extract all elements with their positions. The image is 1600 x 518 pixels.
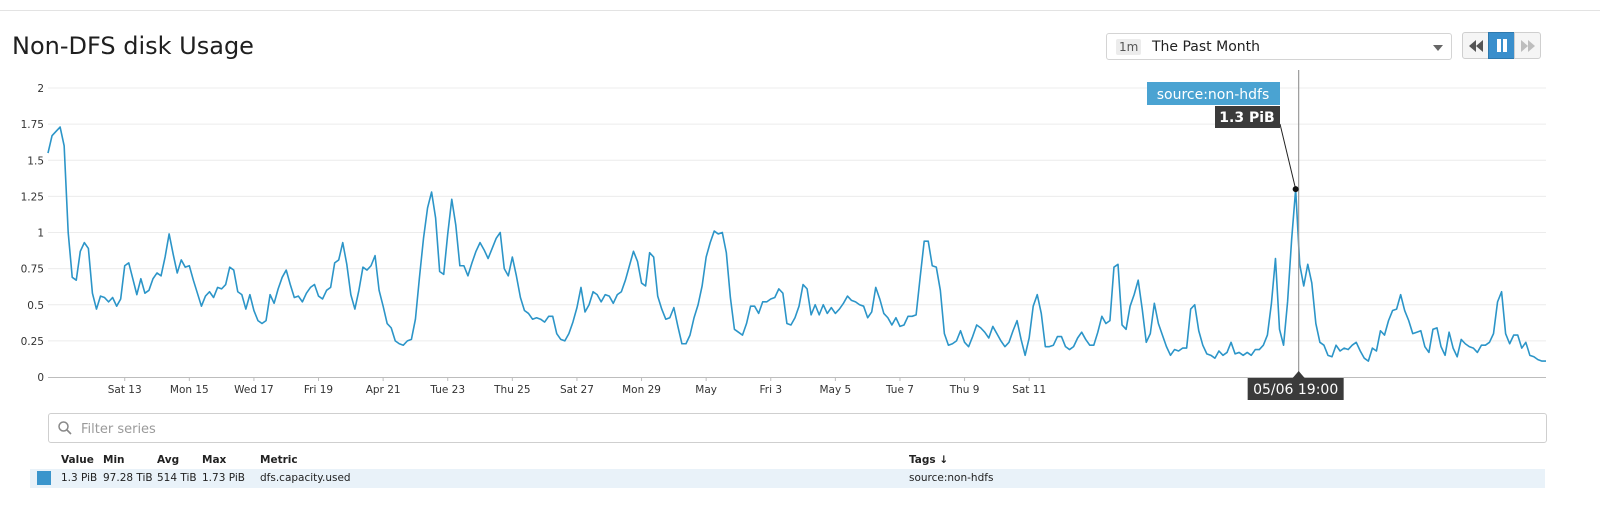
y-tick-label: 1.75 [21, 119, 44, 131]
legend-col-tags[interactable]: Tags ↓ [909, 454, 949, 466]
x-tick-label: Sat 13 [108, 384, 142, 396]
y-tick-label: 0.5 [27, 300, 44, 312]
chevron-down-icon [1433, 45, 1443, 51]
legend-col-min[interactable]: Min [103, 454, 125, 466]
y-tick-label: 0.75 [21, 264, 44, 276]
legend-tags: source:non-hdfs [909, 472, 994, 484]
rewind-icon [1468, 39, 1483, 52]
timeframe-label: The Past Month [1152, 39, 1260, 55]
pause-button[interactable] [1488, 32, 1515, 59]
x-tick-label: Sat 11 [1012, 384, 1046, 396]
x-tick-label: Apr 21 [366, 384, 401, 396]
time-label-arrow [1292, 371, 1305, 378]
legend-row-highlight [30, 469, 1545, 488]
y-tick-label: 1 [37, 228, 44, 240]
fast-forward-button[interactable] [1514, 32, 1541, 59]
timeframe-select[interactable]: 1m The Past Month [1106, 33, 1452, 60]
x-tick-label: Wed 17 [234, 384, 274, 396]
x-tick-label: Fri 19 [304, 384, 333, 396]
series-line [47, 126, 1546, 362]
rewind-button[interactable] [1462, 32, 1489, 59]
x-tick-label: May 5 [819, 384, 851, 396]
legend-metric: dfs.capacity.used [260, 472, 351, 484]
tooltip-pointer [1279, 123, 1297, 190]
tooltip-series-label: source:non-hdfs [1157, 87, 1270, 103]
search-icon [58, 421, 72, 435]
legend-max: 1.73 PiB [202, 472, 245, 484]
tooltip-value: 1.3 PiB [1219, 110, 1274, 126]
pause-icon [1496, 39, 1507, 52]
y-tick-label: 1.25 [21, 191, 44, 203]
playback-controls [1462, 32, 1541, 60]
page-title: Non-DFS disk Usage [12, 32, 254, 60]
timeseries-chart[interactable]: 0 0.25 0.5 0.75 1 1.25 1.5 1.75 2 Sat 13 Mon 15 Wed… [0, 70, 1600, 410]
legend-col-metric[interactable]: Metric [260, 454, 298, 466]
x-tick-label: Sat 27 [560, 384, 594, 396]
legend-header: Value Min Avg Max Metric Tags ↓ [0, 454, 1600, 468]
legend-value: 1.3 PiB [61, 472, 98, 484]
x-tick-label: Thu 25 [493, 384, 530, 396]
legend-avg: 514 TiB [157, 472, 197, 484]
y-tick-label: 0 [37, 372, 44, 384]
y-tick-label: 1.5 [27, 155, 44, 167]
time-label: 05/06 19:00 [1253, 382, 1338, 398]
y-tick-label: 0.25 [21, 336, 44, 348]
x-tick-label: May [695, 384, 717, 396]
series-color-swatch[interactable] [37, 471, 51, 485]
top-divider [0, 10, 1600, 11]
x-tick-label: Tue 23 [429, 384, 465, 396]
timeframe-short-badge: 1m [1116, 39, 1142, 55]
legend-col-avg[interactable]: Avg [157, 454, 180, 466]
tooltip-value-bg [1215, 106, 1280, 128]
fast-forward-icon [1520, 39, 1535, 52]
legend-col-max[interactable]: Max [202, 454, 227, 466]
legend-row[interactable]: 1.3 PiB 97.28 TiB 514 TiB 1.73 PiB dfs.c… [0, 469, 1600, 488]
filter-series-input[interactable] [79, 419, 1523, 439]
filter-series-field[interactable] [48, 413, 1547, 443]
x-tick-label: Thu 9 [949, 384, 980, 396]
time-label-bg [1247, 378, 1344, 400]
legend-col-value[interactable]: Value [61, 454, 94, 466]
y-tick-label: 2 [37, 83, 44, 95]
legend-min: 97.28 TiB [103, 472, 153, 484]
x-tick-label: Mon 15 [170, 384, 209, 396]
hover-tooltip: source:non-hdfs 1.3 PiB 05/06 19:00 [1147, 82, 1344, 400]
x-tick-label: Fri 3 [759, 384, 782, 396]
chart-svg: 0 0.25 0.5 0.75 1 1.25 1.5 1.75 2 Sat 13 Mon 15 Wed… [21, 70, 1546, 400]
x-tick-label: Tue 7 [885, 384, 914, 396]
x-tick-label: Mon 29 [622, 384, 661, 396]
hover-point [1292, 186, 1299, 193]
tooltip-series-bg [1147, 82, 1280, 105]
